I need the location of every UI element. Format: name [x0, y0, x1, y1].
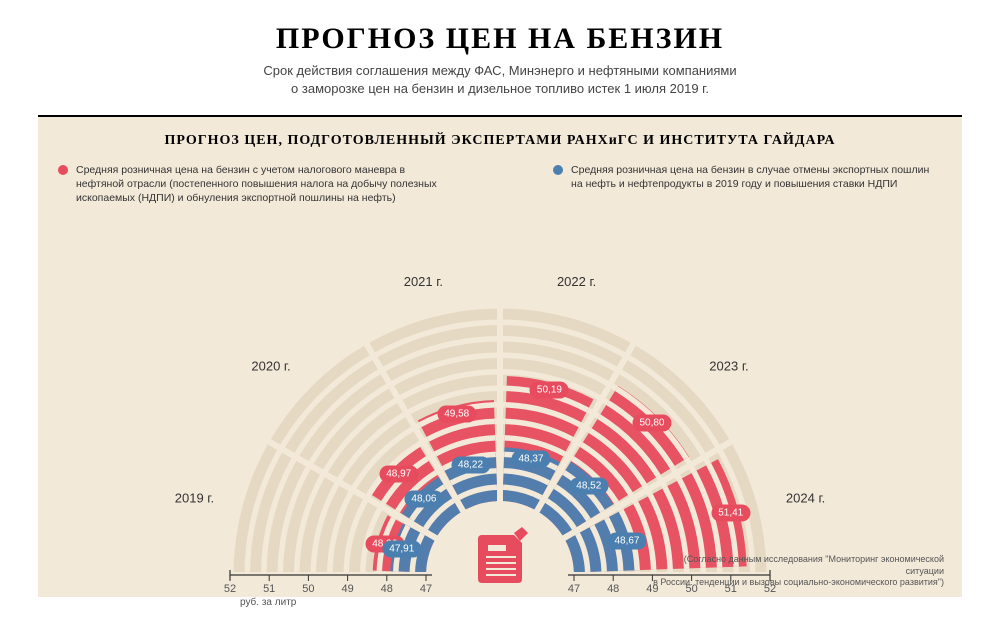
- year-label: 2022 г.: [557, 274, 596, 289]
- axis-tick: 49: [341, 583, 353, 595]
- legend-item-blue: Средняя розничная цена на бензин в случа…: [553, 163, 942, 206]
- year-label: 2020 г.: [251, 358, 290, 373]
- source-line-1: (Согласно данным исследования "Мониторин…: [684, 554, 944, 576]
- value-bubble-red: 51,41: [711, 505, 750, 522]
- year-label: 2024 г.: [786, 491, 825, 506]
- page-title: ПРОГНОЗ ЦЕН НА БЕНЗИН: [0, 0, 1000, 56]
- legend-text-red: Средняя розничная цена на бензин с учето…: [76, 163, 447, 206]
- axis-tick: 47: [420, 583, 432, 595]
- chart-panel: ПРОГНОЗ ЦЕН, ПОДГОТОВЛЕННЫЙ ЭКСПЕРТАМИ Р…: [38, 115, 962, 597]
- legend-bullet-blue: [553, 165, 563, 175]
- legend: Средняя розничная цена на бензин с учето…: [58, 163, 942, 206]
- value-bubble-blue: 48,22: [451, 457, 490, 474]
- value-bubble-blue: 47,91: [382, 540, 421, 557]
- value-bubble-red: 50,19: [530, 382, 569, 399]
- legend-bullet-red: [58, 165, 68, 175]
- year-label: 2023 г.: [709, 358, 748, 373]
- axis-tick: 51: [263, 583, 275, 595]
- value-bubble-blue: 48,67: [607, 532, 646, 549]
- year-label: 2019 г.: [175, 491, 214, 506]
- fuel-can-icon: [478, 527, 528, 583]
- source-line-2: в России: тенденции и вызовы социально-э…: [653, 577, 944, 587]
- subtitle-line-2: о заморозке цен на бензин и дизельное то…: [291, 81, 709, 96]
- axis-caption: руб. за литр: [240, 597, 296, 608]
- value-bubble-red: 50,80: [632, 415, 671, 432]
- value-bubble-red: 49,58: [437, 405, 476, 422]
- legend-text-blue: Средняя розничная цена на бензин в случа…: [571, 163, 942, 191]
- source-text: (Согласно данным исследования "Мониторин…: [644, 554, 944, 589]
- axis-tick: 47: [568, 583, 580, 595]
- axis-tick: 52: [224, 583, 236, 595]
- value-bubble-blue: 48,37: [511, 451, 550, 468]
- axis-tick: 48: [607, 583, 619, 595]
- value-bubble-blue: 48,52: [569, 478, 608, 495]
- legend-item-red: Средняя розничная цена на бензин с учето…: [58, 163, 447, 206]
- subtitle-line-1: Срок действия соглашения между ФАС, Минэ…: [263, 63, 736, 78]
- value-bubble-red: 48,97: [379, 465, 418, 482]
- subtitle: Срок действия соглашения между ФАС, Минэ…: [0, 62, 1000, 98]
- axis-tick: 48: [381, 583, 393, 595]
- value-bubble-blue: 48,06: [404, 490, 443, 507]
- panel-title: ПРОГНОЗ ЦЕН, ПОДГОТОВЛЕННЫЙ ЭКСПЕРТАМИ Р…: [38, 133, 962, 149]
- radial-chart: 525251515050494948484747руб. за литр2019…: [38, 245, 962, 597]
- axis-tick: 50: [302, 583, 314, 595]
- year-label: 2021 г.: [404, 274, 443, 289]
